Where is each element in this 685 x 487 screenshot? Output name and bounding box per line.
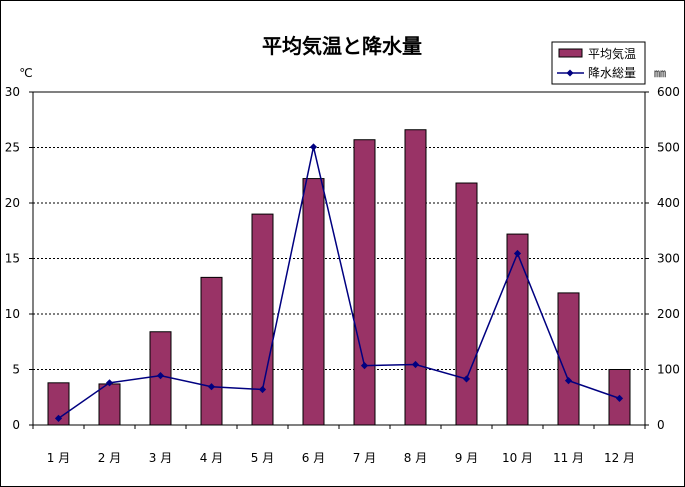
right-tick-label: 500 <box>657 141 680 155</box>
right-tick-label: 0 <box>657 418 665 432</box>
x-tick-label: 1 月 <box>47 451 70 465</box>
precipitation-point <box>360 362 369 370</box>
temperature-bar <box>455 182 478 426</box>
precipitation-point <box>156 372 165 380</box>
left-tick-label: 5 <box>12 363 20 377</box>
x-tick-label: 10 月 <box>502 451 533 465</box>
precipitation-line <box>54 143 624 422</box>
temperature-bar <box>506 233 529 426</box>
right-tick-label: 100 <box>657 363 680 377</box>
precipitation-line-path <box>58 146 620 419</box>
x-tick-label: 4 月 <box>200 451 223 465</box>
legend-label-precipitation: 降水総量 <box>588 66 636 80</box>
right-tick-label: 300 <box>657 252 680 266</box>
temperature-bar <box>302 178 325 426</box>
legend-bar-swatch <box>558 48 583 58</box>
gridlines <box>33 147 645 370</box>
right-tick-label: 600 <box>657 85 680 99</box>
temperature-bar <box>98 383 121 426</box>
x-tick-label: 11 月 <box>553 451 584 465</box>
temperature-bar <box>353 139 376 426</box>
chart-title: 平均気温と降水量 <box>262 34 422 58</box>
precipitation-point <box>564 377 573 385</box>
precipitation-point <box>54 414 63 422</box>
temperature-bar <box>200 276 223 426</box>
precipitation-point <box>462 375 471 383</box>
x-tick-label: 7 月 <box>353 451 376 465</box>
temperature-bars <box>47 129 631 426</box>
left-tick-label: 0 <box>12 418 20 432</box>
precipitation-point <box>411 360 420 369</box>
right-tick-label: 200 <box>657 307 680 321</box>
left-tick-label: 20 <box>5 196 20 210</box>
right-tick-label: 400 <box>657 196 680 210</box>
left-tick-label: 15 <box>5 252 20 266</box>
x-tick-label: 12 月 <box>604 451 635 465</box>
precipitation-point <box>105 379 114 387</box>
x-tick-label: 9 月 <box>455 451 478 465</box>
right-axis-unit: ㎜ <box>654 66 666 80</box>
left-axis-unit: ℃ <box>19 66 32 80</box>
legend-marker <box>566 69 574 77</box>
temperature-bar <box>404 129 427 426</box>
left-tick-label: 10 <box>5 307 20 321</box>
temperature-bar <box>251 213 274 426</box>
legend-label-temperature: 平均気温 <box>588 46 636 61</box>
left-tick-label: 30 <box>5 85 20 99</box>
precipitation-point <box>615 394 624 402</box>
x-tick-label: 2 月 <box>98 451 121 465</box>
left-tick-label: 25 <box>5 141 20 155</box>
precipitation-point <box>309 143 318 151</box>
temperature-bar <box>557 292 580 426</box>
precipitation-point <box>258 385 267 394</box>
precipitation-point <box>207 383 216 391</box>
x-tick-label: 6 月 <box>302 451 325 465</box>
precipitation-point <box>513 249 522 258</box>
x-tick-label: 5 月 <box>251 451 274 465</box>
x-tick-label: 3 月 <box>149 451 172 465</box>
x-tick-label: 8 月 <box>404 451 427 465</box>
